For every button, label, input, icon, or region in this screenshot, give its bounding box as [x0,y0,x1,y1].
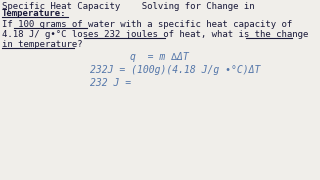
Text: q  = m ∆ΔT: q = m ∆ΔT [130,52,189,62]
Text: 4.18 J/ g•°C loses 232 joules of heat, what is the change: 4.18 J/ g•°C loses 232 joules of heat, w… [2,30,308,39]
Text: in temperature?: in temperature? [2,40,83,49]
Text: Specific Heat Capacity    Solving for Change in: Specific Heat Capacity Solving for Chang… [2,2,255,11]
Text: If 100 grams of water with a specific heat capacity of: If 100 grams of water with a specific he… [2,20,292,29]
Text: 232 J =: 232 J = [90,78,131,88]
Text: Temperature:: Temperature: [2,9,67,18]
Text: 232J = (100g)(4.18 J/g •°C)ΔT: 232J = (100g)(4.18 J/g •°C)ΔT [90,65,260,75]
